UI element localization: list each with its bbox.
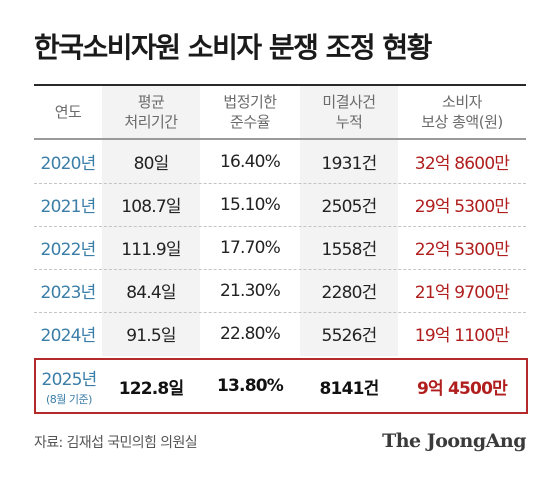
- cell-year: 2023년: [40, 283, 97, 303]
- title-rule: [34, 84, 526, 86]
- highlight-pending: 8141건: [319, 378, 380, 399]
- header-year-label: 연도: [54, 103, 82, 121]
- header-period-line2: 처리기간: [124, 113, 178, 131]
- header-pending-line2: 누적: [335, 113, 363, 131]
- cell-compensation: 19억 1100만: [414, 326, 510, 346]
- header-period: 평균 처리기간: [102, 86, 200, 138]
- page-title: 한국소비자원 소비자 분쟁 조정 현황: [34, 31, 432, 64]
- cell-pending: 5526건: [321, 326, 378, 346]
- publisher-logo: The JoongAng: [382, 430, 526, 452]
- highlight-year-cell: 2025년 (8월 기준): [34, 360, 104, 412]
- cell-compensation: 21억 9700만: [414, 283, 510, 303]
- header-rate-line1: 법정기한: [223, 93, 277, 111]
- cell-rate: 22.80%: [219, 323, 281, 344]
- cell-pending: 1931건: [321, 154, 378, 174]
- shaded-column-period: [102, 86, 200, 356]
- cell-rate: 16.40%: [219, 151, 281, 172]
- cell-period: 91.5일: [126, 326, 176, 346]
- shaded-column-pending: [300, 86, 398, 356]
- cell-period: 80일: [133, 154, 170, 174]
- cell-year: 2020년: [40, 154, 97, 174]
- highlight-year: 2025년: [41, 370, 98, 390]
- header-year: 연도: [34, 86, 102, 138]
- cell-pending: 1558건: [321, 240, 378, 260]
- cell-year: 2024년: [40, 326, 97, 346]
- header-rate: 법정기한 준수율: [200, 86, 300, 138]
- cell-period: 108.7일: [121, 197, 181, 217]
- row-divider: [34, 226, 526, 227]
- row-divider: [34, 183, 526, 184]
- cell-year: 2022년: [40, 240, 97, 260]
- header-compensation: 소비자 보상 총액(원): [398, 86, 526, 138]
- highlight-period: 122.8일: [118, 378, 184, 399]
- cell-pending: 2280건: [321, 283, 378, 303]
- highlight-compensation: 9억 4500만: [417, 378, 508, 399]
- cell-period: 84.4일: [126, 283, 176, 303]
- highlight-row-frame: [34, 358, 528, 414]
- header-compensation-line2: 보상 총액(원): [421, 113, 503, 131]
- header-rule: [34, 138, 526, 140]
- source-note: 자료: 김재섭 국민의힘 의원실: [34, 435, 198, 451]
- highlight-rate: 13.80%: [216, 376, 284, 396]
- cell-pending: 2505건: [321, 197, 378, 217]
- row-divider: [34, 269, 526, 270]
- highlight-year-note: (8월 기준): [46, 393, 92, 406]
- row-divider: [34, 312, 526, 313]
- cell-compensation: 32억 8600만: [414, 154, 510, 174]
- header-pending-line1: 미결사건: [322, 93, 376, 111]
- cell-compensation: 22억 5300만: [414, 240, 510, 260]
- cell-compensation: 29억 5300만: [414, 197, 510, 217]
- cell-rate: 15.10%: [219, 194, 281, 215]
- header-rate-line2: 준수율: [230, 113, 270, 131]
- header-pending: 미결사건 누적: [300, 86, 398, 138]
- cell-year: 2021년: [40, 197, 97, 217]
- header-period-line1: 평균: [137, 93, 165, 111]
- cell-rate: 21.30%: [219, 280, 281, 301]
- header-compensation-line1: 소비자: [442, 93, 482, 111]
- cell-rate: 17.70%: [219, 237, 281, 258]
- cell-period: 111.9일: [121, 240, 181, 260]
